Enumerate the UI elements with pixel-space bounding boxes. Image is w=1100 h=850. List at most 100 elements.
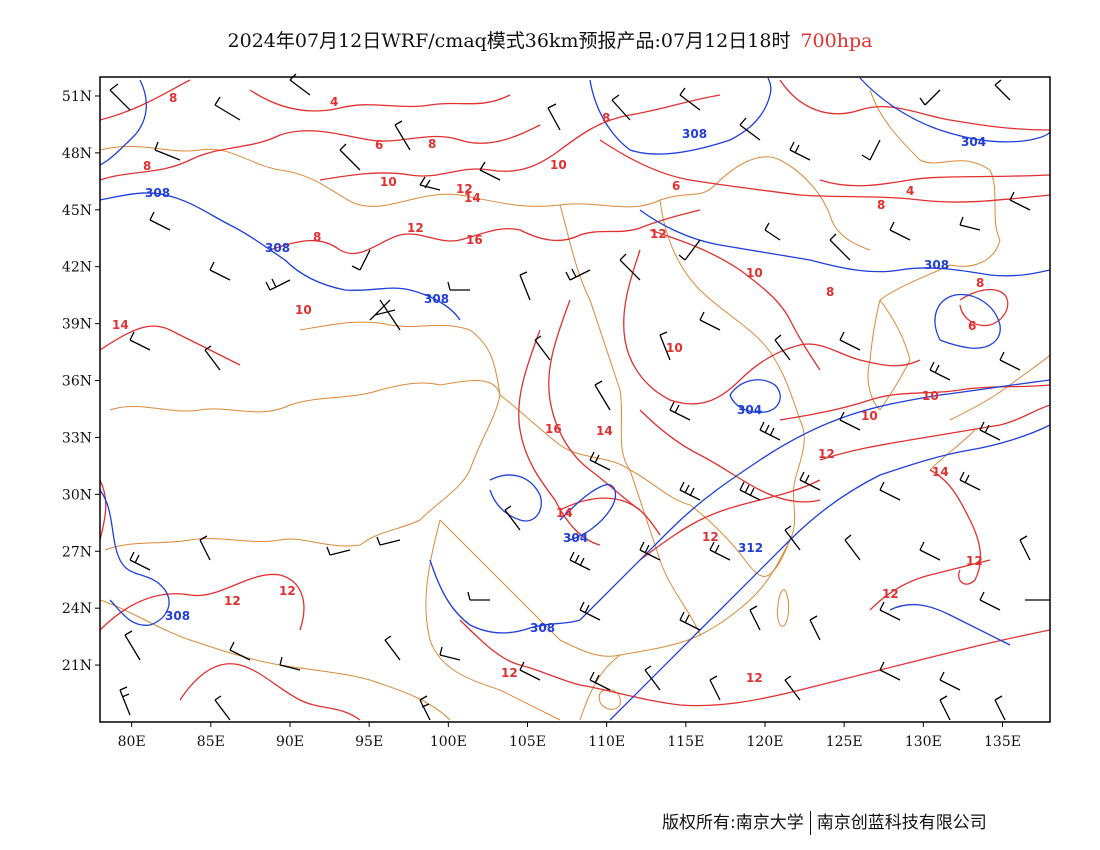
temp-label: 10: [380, 175, 397, 189]
wind-barb: [669, 401, 691, 421]
longitude-axis: 80E 85E 90E 95E 100E 105E 110E 115E 120E 125E 130E…: [118, 722, 1021, 750]
gph-contour-8: [489, 474, 542, 522]
wind-barb: [659, 331, 671, 361]
wind-barb: [619, 253, 641, 281]
temp-label: 14: [596, 424, 613, 438]
wind-barb: [644, 665, 661, 691]
temp-label: 16: [545, 422, 562, 436]
temp-label: 14: [464, 191, 481, 205]
wind-barb: [351, 249, 371, 271]
gph-contour-11: [609, 424, 1050, 721]
wind-barb: [534, 335, 551, 361]
wind-barb: [639, 541, 661, 561]
province-line-3: [559, 204, 631, 471]
wind-barb: [369, 299, 401, 331]
lon-tick-label: 105E: [509, 734, 546, 750]
temp-contour-13: [518, 329, 601, 546]
wind-barb: [154, 141, 181, 161]
temp-label: 12: [966, 554, 983, 568]
wind-barb: [109, 83, 131, 111]
geopotential-contours: [100, 77, 1050, 721]
wind-barb: [519, 271, 531, 301]
wind-barb: [959, 216, 981, 231]
temp-label: 8: [169, 91, 177, 105]
temp-contour-20: [639, 479, 821, 561]
lat-tick-label: 30N: [62, 487, 92, 503]
tibet-outline: [104, 380, 501, 551]
temp-label: 10: [550, 158, 567, 172]
wind-barb: [339, 143, 361, 171]
temp-label: 8: [976, 276, 984, 290]
temp-label: 10: [861, 409, 878, 423]
temp-contour-3: [249, 89, 511, 112]
wind-barb: [919, 541, 941, 561]
temp-contour-16: [819, 404, 1050, 461]
lat-tick-label: 36N: [62, 374, 92, 390]
temperature-contours: [100, 79, 1050, 721]
wind-barb: [839, 411, 861, 431]
temp-contour-12: [548, 299, 641, 511]
wind-barb: [929, 361, 951, 381]
wind-barb: [809, 615, 821, 641]
temp-label: 14: [932, 465, 949, 479]
title-level: 700hpa: [800, 30, 873, 52]
gph-label: 304: [563, 531, 588, 545]
wind-barb: [1019, 535, 1031, 561]
wind-barb: [764, 222, 781, 241]
lon-tick-label: 80E: [118, 734, 146, 750]
temp-label: 10: [666, 341, 683, 355]
wind-barb: [994, 79, 1011, 101]
title-main: 2024年07月12日WRF/cmaq模式36km预报产品:07月12日18时: [227, 30, 791, 52]
gph-label: 308: [924, 258, 949, 272]
gph-label: 308: [265, 241, 290, 255]
temp-contour-11: [623, 249, 921, 405]
wind-barb: [199, 535, 211, 561]
wind-barb: [799, 471, 821, 491]
temp-label: 14: [112, 318, 129, 332]
lat-tick-label: 48N: [62, 146, 92, 162]
wind-barb: [419, 695, 431, 721]
coast-line: [579, 419, 805, 721]
lat-tick-label: 21N: [62, 658, 92, 674]
wind-barb: [149, 211, 171, 231]
temp-contour-15: [779, 384, 1050, 421]
wind-barb: [709, 675, 721, 701]
temp-label: 8: [428, 137, 436, 151]
footer-separator: [809, 811, 811, 835]
wind-barb: [594, 380, 611, 411]
temp-label: 10: [746, 266, 763, 280]
gph-label: 304: [961, 135, 986, 149]
lat-tick-label: 39N: [62, 317, 92, 333]
province-line-1: [299, 321, 501, 396]
gph-contour-5: [859, 77, 1050, 143]
wind-barb: [699, 311, 721, 331]
geopotential-labels: 308 304 308 308 308 308 304 304 312 308 …: [145, 127, 986, 635]
wind-barb: [879, 481, 901, 501]
wind-barb: [467, 591, 490, 601]
temp-label: 12: [702, 530, 719, 544]
wind-barb: [879, 661, 901, 681]
wind-barb: [394, 120, 411, 151]
wind-barb: [384, 635, 401, 661]
temp-label: 6: [968, 319, 976, 333]
wind-barb: [844, 534, 861, 561]
wind-barb: [611, 94, 631, 121]
lon-tick-label: 95E: [355, 734, 383, 750]
wind-barb: [214, 96, 241, 121]
temp-contour-24: [959, 288, 1009, 327]
temp-contour-6: [100, 325, 241, 366]
temp-contour-9: [819, 174, 1050, 187]
gph-contour-14: [889, 603, 1011, 646]
lat-tick-label: 33N: [62, 430, 92, 446]
china-border-north: [100, 145, 871, 251]
wind-barb: [376, 536, 401, 546]
lat-tick-label: 45N: [62, 203, 92, 219]
wind-barb: [889, 221, 911, 241]
wind-barb: [679, 481, 701, 501]
gph-contour-13: [729, 379, 781, 414]
temp-label: 4: [330, 95, 338, 109]
lon-tick-label: 90E: [276, 734, 304, 750]
wind-barb: [589, 671, 611, 691]
temp-label: 12: [818, 447, 835, 461]
